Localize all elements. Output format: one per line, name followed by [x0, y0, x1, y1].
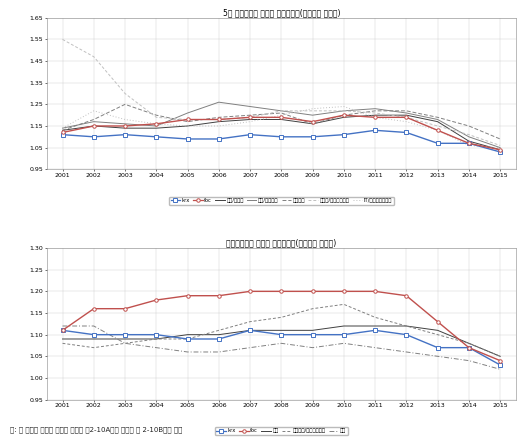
금속/기계장비: [278, 108, 284, 114]
Legend: krx, foc, 식품, 섬유의류/목제출판가구, 건설: krx, foc, 식품, 섬유의류/목제출판가구, 건설: [215, 427, 348, 435]
금속/기계장비: [435, 117, 441, 122]
금속/기계장비: [91, 119, 97, 124]
금속/기계장비: [153, 123, 159, 129]
금속/기계장비: [466, 134, 472, 139]
금속/기계장비: [497, 145, 503, 151]
Text: 주: 위 그림과 관련된 통계는 〈부록 표2-10A〉와 〈부록 표 2-10B〉를 참조: 주: 위 그림과 관련된 통계는 〈부록 표2-10A〉와 〈부록 표 2-10…: [10, 426, 183, 433]
금속/기계장비: [59, 126, 66, 131]
금속/기계장비: [309, 112, 316, 118]
Title: 비주요산업의 산업별 매출성장률(기업군별 중간치): 비주요산업의 산업별 매출성장률(기업군별 중간치): [226, 238, 337, 247]
금속/기계장비: [341, 108, 347, 114]
금속/기계장비: [247, 104, 253, 109]
Legend: krx, foc, 화학/비금속, 금속/기계장비, 전기전자, 자동차/조선수출장비, IT/비즈니스서비스: krx, foc, 화학/비금속, 금속/기계장비, 전기전자, 자동차/조선수…: [169, 197, 394, 205]
금속/기계장비: [122, 121, 128, 127]
금속/기계장비: [372, 106, 378, 111]
금속/기계장비: [184, 111, 191, 116]
금속/기계장비: [216, 99, 222, 105]
금속/기계장비: [403, 111, 410, 116]
Line: 금속/기계장비: 금속/기계장비: [63, 102, 500, 148]
Title: 5대 주요산업의 산업별 매출성장률(기업군별 중간치): 5대 주요산업의 산업별 매출성장률(기업군별 중간치): [222, 8, 340, 17]
